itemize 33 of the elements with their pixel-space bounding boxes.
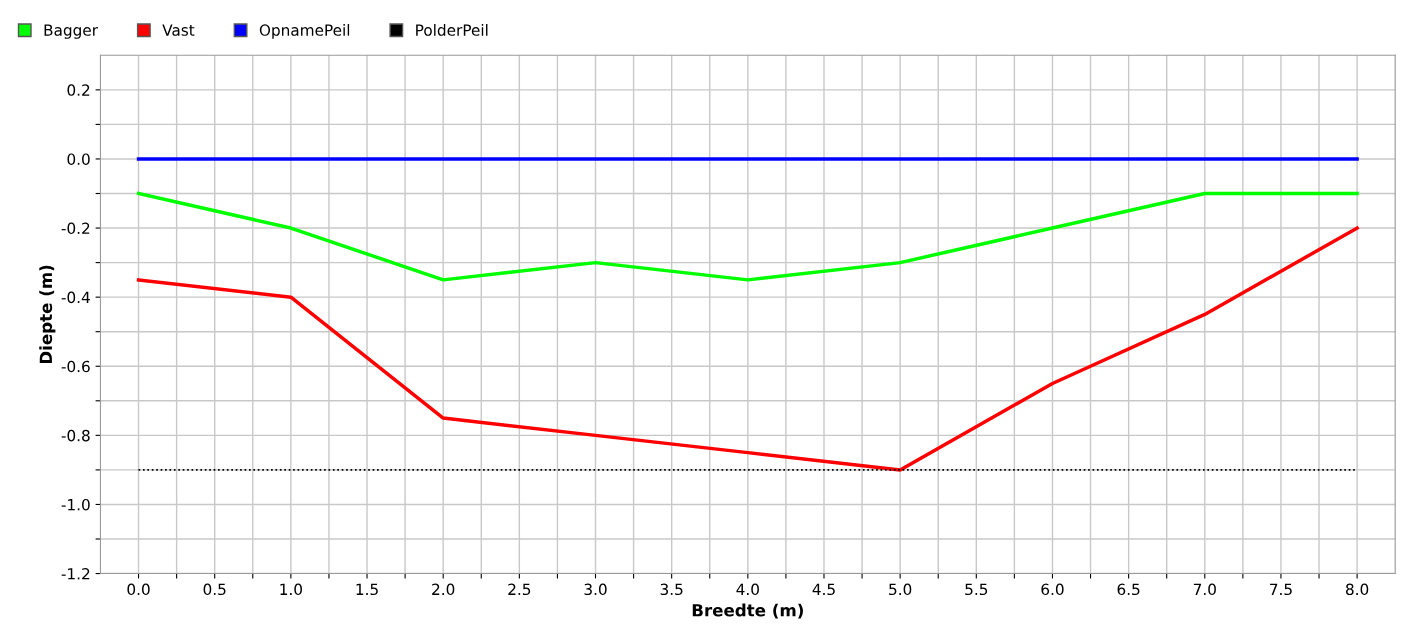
legend-label: Bagger: [44, 24, 98, 39]
x-tick-label: 1.5: [356, 583, 378, 596]
legend-label: Vast: [162, 24, 195, 36]
x-tick-label: 1.0: [280, 583, 302, 596]
y-tick-label: -0.2: [61, 222, 90, 235]
x-tick-label: 5.0: [889, 583, 912, 596]
y-tick-label: -1.0: [61, 498, 90, 511]
x-tick-label: 4.5: [812, 583, 835, 596]
x-tick-label: 6.0: [1041, 583, 1064, 596]
legend-label: PolderPeil: [416, 24, 488, 36]
x-tick-label: 6.5: [1117, 583, 1140, 596]
x-tick-label: 4.0: [736, 583, 759, 596]
y-tick-label: -0.8: [61, 429, 90, 442]
x-tick-label: 3.5: [660, 583, 683, 596]
x-tick-label: 0.0: [127, 583, 150, 596]
x-axis-title: Breedte (m): [692, 603, 803, 619]
y-tick-label: 0.0: [67, 153, 90, 165]
legend-label: OpnamePeil: [259, 24, 350, 39]
line-series: [136, 191, 1359, 282]
x-tick-label: 3.0: [584, 583, 607, 596]
x-tick-label: 2.0: [432, 583, 455, 596]
y-axis-title: Diepte (m): [39, 265, 56, 364]
line-series: [136, 226, 1359, 472]
x-tick-label: 7.0: [1193, 583, 1216, 596]
x-tick-label: 8.0: [1346, 583, 1369, 596]
y-tick-label: -0.6: [61, 360, 90, 373]
y-tick-label: -0.4: [61, 291, 90, 304]
x-tick-label: 7.5: [1270, 583, 1292, 596]
y-tick-label: 0.2: [67, 84, 90, 96]
y-tick-label: -1.2: [61, 568, 90, 580]
x-tick-label: 0.5: [203, 583, 226, 596]
x-tick-label: 2.5: [508, 583, 531, 596]
x-tick-label: 5.5: [965, 583, 988, 596]
